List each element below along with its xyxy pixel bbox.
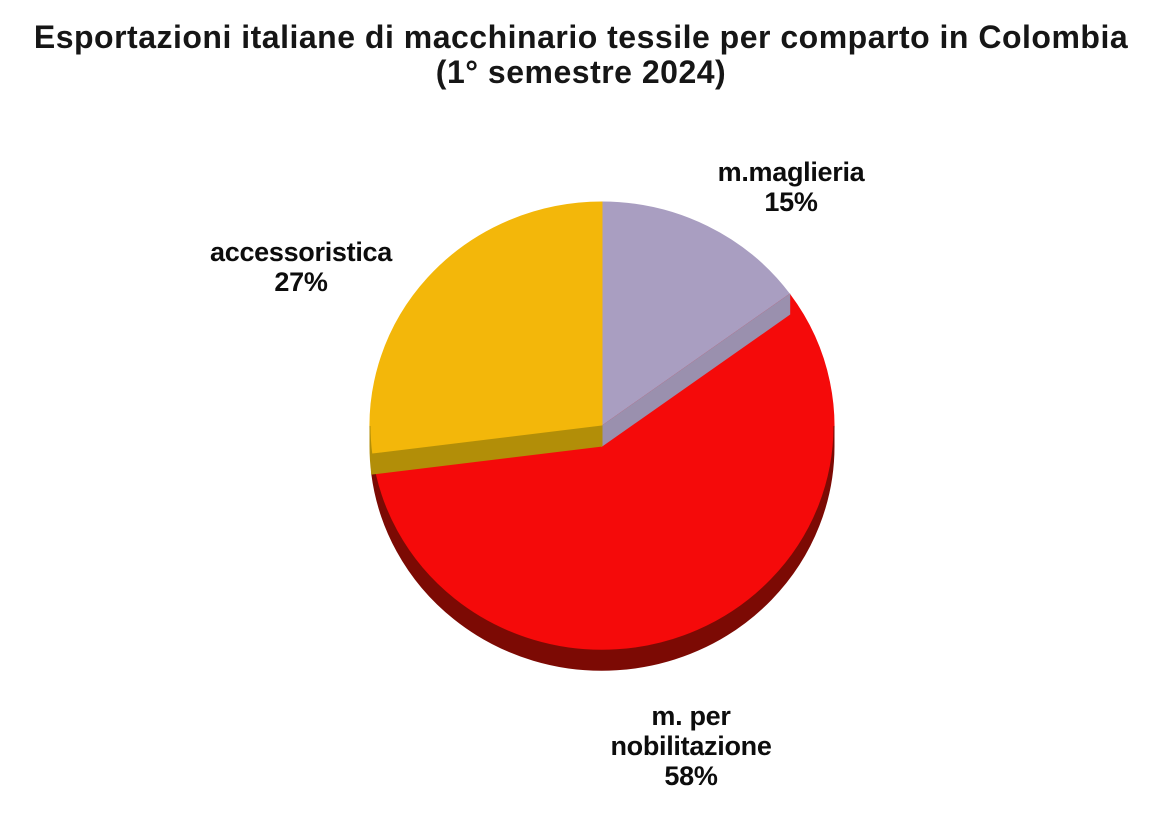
slice-label-accessoristica: accessoristica 27%: [151, 237, 451, 297]
slice-label-nobilitazione-name-1: m. per: [651, 701, 731, 731]
slice-label-maglieria-name: m.maglieria: [717, 157, 865, 187]
slice-label-maglieria-percent: 15%: [764, 187, 818, 217]
pie-wall-2: [371, 425, 603, 475]
pie-slice-top-0: [601, 201, 791, 427]
chart-title: Esportazioni italiane di macchinario tes…: [0, 20, 1162, 90]
slice-label-maglieria: m.maglieria 15%: [651, 157, 931, 217]
chart-title-line1: Esportazioni italiane di macchinario tes…: [33, 19, 1129, 55]
chart-title-line2: (1° semestre 2024): [435, 54, 727, 90]
slice-label-nobilitazione-percent: 58%: [664, 761, 718, 791]
slice-label-accessoristica-name: accessoristica: [210, 237, 392, 267]
pie-slice-top-2: [369, 201, 603, 455]
slice-label-nobilitazione: m. per nobilitazione 58%: [531, 701, 851, 791]
slice-label-nobilitazione-name-2: nobilitazione: [610, 731, 772, 761]
slice-label-accessoristica-percent: 27%: [274, 267, 328, 297]
